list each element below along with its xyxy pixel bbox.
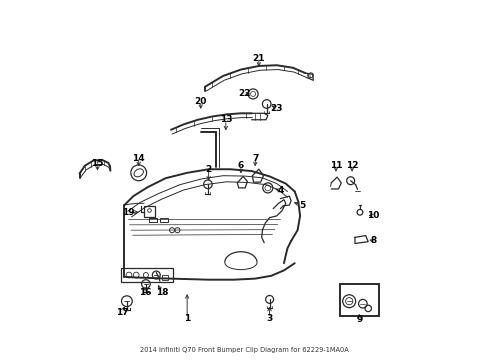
Bar bbox=[162, 275, 168, 280]
Text: 12: 12 bbox=[345, 161, 358, 170]
Text: 20: 20 bbox=[194, 96, 206, 105]
Text: 11: 11 bbox=[329, 161, 342, 170]
Text: 14: 14 bbox=[132, 154, 145, 163]
Bar bbox=[160, 218, 168, 222]
Bar bbox=[144, 206, 155, 217]
Text: 2: 2 bbox=[205, 165, 211, 174]
Text: 21: 21 bbox=[252, 54, 264, 63]
Text: 1: 1 bbox=[183, 314, 190, 323]
Text: 10: 10 bbox=[366, 211, 379, 220]
Text: 7: 7 bbox=[251, 154, 258, 163]
Text: 19: 19 bbox=[122, 208, 134, 217]
Text: 4: 4 bbox=[277, 186, 283, 195]
Text: 17: 17 bbox=[115, 308, 128, 317]
Bar bbox=[121, 268, 172, 282]
Text: 3: 3 bbox=[266, 314, 272, 323]
Bar bbox=[339, 284, 378, 316]
Text: 6: 6 bbox=[237, 161, 244, 170]
Text: 18: 18 bbox=[156, 288, 168, 297]
Text: 5: 5 bbox=[298, 201, 305, 210]
Text: 2014 Infiniti Q70 Front Bumper Clip Diagram for 62229-1MA0A: 2014 Infiniti Q70 Front Bumper Clip Diag… bbox=[140, 347, 348, 354]
Text: 23: 23 bbox=[270, 104, 283, 113]
Text: 8: 8 bbox=[370, 237, 376, 246]
Text: 22: 22 bbox=[238, 89, 250, 98]
Text: 15: 15 bbox=[91, 159, 103, 168]
Text: 9: 9 bbox=[355, 315, 362, 324]
Bar bbox=[149, 218, 157, 222]
Text: 16: 16 bbox=[139, 288, 151, 297]
Text: 13: 13 bbox=[219, 115, 232, 124]
